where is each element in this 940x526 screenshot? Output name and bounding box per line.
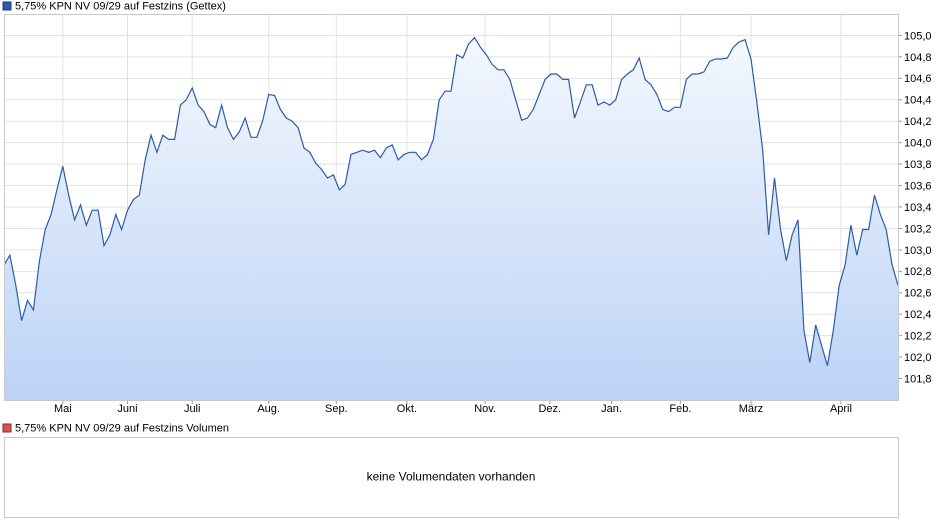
y-tick-label: 104,4: [904, 95, 932, 107]
y-tick-label: 102,8: [904, 266, 932, 278]
volume-title: 5,75% KPN NV 09/29 auf Festzins Volumen: [15, 422, 229, 434]
y-tick-label: 103,0: [904, 245, 932, 257]
x-tick-label: Sep.: [325, 403, 348, 415]
y-tick-label: 102,4: [904, 309, 932, 321]
y-tick-label: 104,8: [904, 52, 932, 64]
x-tick-label: Dez.: [538, 403, 561, 415]
x-tick-label: Juni: [117, 403, 137, 415]
y-tick-label: 103,6: [904, 180, 932, 192]
y-tick-label: 102,2: [904, 331, 932, 343]
y-tick-label: 103,8: [904, 159, 932, 171]
x-tick-label: Mai: [54, 403, 72, 415]
x-tick-label: Aug.: [257, 403, 280, 415]
y-tick-label: 103,4: [904, 202, 932, 214]
y-tick-label: 102,6: [904, 288, 932, 300]
y-tick-label: 104,2: [904, 116, 932, 128]
x-tick-label: Jan.: [601, 403, 622, 415]
volume-panel: [4, 437, 899, 518]
volume-message: keine Volumendaten vorhanden: [367, 470, 536, 484]
line: [3, 36, 899, 366]
legend-swatch: [2, 1, 12, 11]
y-tick-label: 105,0: [904, 30, 932, 42]
plot-border: [4, 14, 899, 401]
x-tick-label: Feb.: [669, 403, 691, 415]
x-tick-label: Okt.: [397, 403, 417, 415]
y-tick-label: 104,0: [904, 138, 932, 150]
x-tick-label: Nov.: [474, 403, 496, 415]
y-tick-label: 103,2: [904, 223, 932, 235]
x-tick-label: März: [739, 403, 763, 415]
y-tick-label: 102,0: [904, 352, 932, 364]
x-tick-label: Juli: [184, 403, 201, 415]
chart-title: 5,75% KPN NV 09/29 auf Festzins (Gettex): [15, 0, 226, 12]
y-tick-label: 101,8: [904, 373, 932, 385]
legend-swatch: [2, 423, 12, 433]
x-tick-label: April: [830, 403, 852, 415]
y-tick-label: 104,6: [904, 73, 932, 85]
